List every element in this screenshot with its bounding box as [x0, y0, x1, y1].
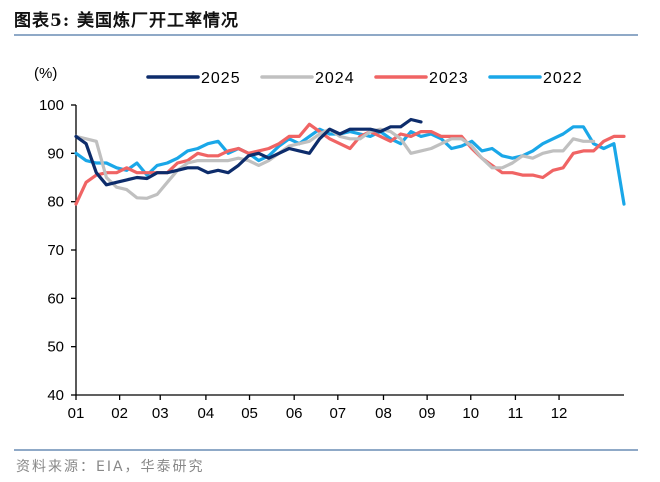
legend-label: 2022 [543, 70, 583, 87]
series-line-2025 [74, 117, 423, 187]
legend: 2025 2024 2023 2022 [146, 70, 583, 87]
axes: 40 50 60 70 80 90 100 (%) 01 02 03 04 05 06 07 08 09 10 11… [34, 65, 624, 422]
x-tick-label: 07 [329, 405, 346, 422]
legend-label: 2023 [429, 70, 469, 87]
legend-item-2024: 2024 [260, 70, 355, 87]
y-tick-label: 50 [47, 339, 64, 356]
y-tick-label: 90 [47, 145, 64, 162]
x-tick-label: 06 [286, 405, 303, 422]
y-tick-label: 80 [47, 194, 64, 211]
x-tick-label: 03 [152, 405, 169, 422]
series-lines [74, 117, 626, 206]
legend-label: 2024 [315, 70, 355, 87]
legend-item-2023: 2023 [374, 70, 469, 87]
y-tick-label: 100 [39, 97, 64, 114]
chart-title: 图表5: 美国炼厂开工率情况 [14, 11, 240, 31]
x-tick-label: 12 [551, 405, 568, 422]
legend-item-2025: 2025 [146, 70, 241, 87]
footer-divider [14, 449, 638, 451]
series-line-2022 [74, 125, 626, 206]
x-tick-label: 04 [198, 405, 215, 422]
x-tick-label: 05 [241, 405, 258, 422]
y-axis-label: (%) [34, 65, 57, 82]
legend-label: 2025 [201, 70, 241, 87]
x-tick-label: 01 [68, 405, 85, 422]
x-tick-label: 10 [462, 405, 479, 422]
x-tick-label: 02 [111, 405, 128, 422]
title-divider [14, 34, 638, 36]
y-tick-label: 60 [47, 290, 64, 307]
legend-item-2022: 2022 [488, 70, 583, 87]
x-tick-label: 11 [508, 405, 524, 422]
y-tick-label: 70 [47, 242, 64, 259]
source-note: 资料来源：EIA，华泰研究 [16, 459, 205, 475]
x-tick-label: 08 [375, 405, 392, 422]
y-tick-label: 40 [47, 387, 64, 404]
x-tick-label: 09 [419, 405, 436, 422]
